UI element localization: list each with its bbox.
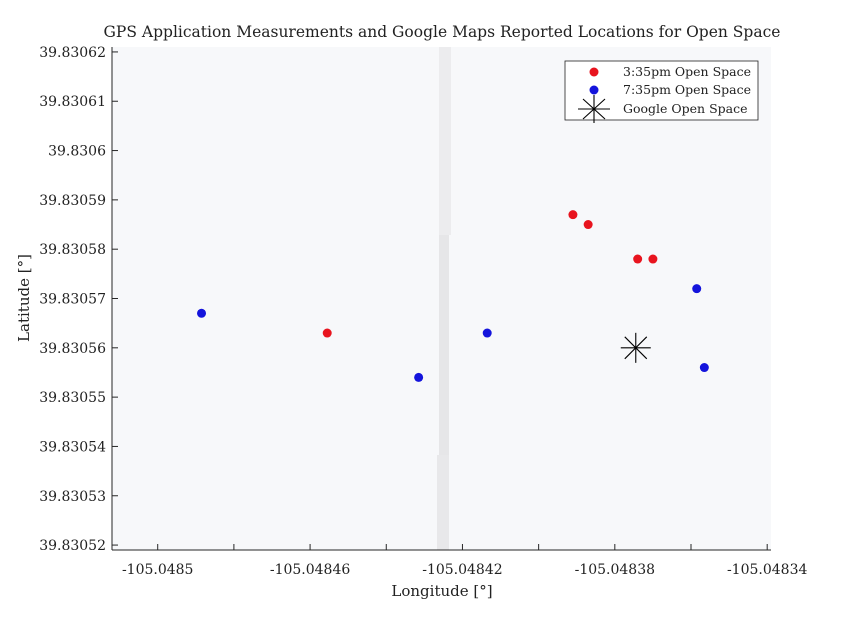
x-tick-label: -105.04846 <box>270 562 351 578</box>
measurement-735pm-point <box>197 308 207 318</box>
x-axis-ticks: -105.0485 -105.04846 -105.04842 -105.04838 -… <box>122 544 808 578</box>
data-points <box>197 210 709 382</box>
measurement-335pm-point <box>648 254 658 264</box>
chart-title: GPS Application Measurements and Google … <box>104 23 781 41</box>
y-axis-label: Latitude [°] <box>15 254 33 342</box>
y-tick-label: 39.83061 <box>39 94 106 110</box>
measurement-735pm-point <box>482 328 492 338</box>
measurement-735pm-point <box>414 372 424 382</box>
y-tick-label: 39.83059 <box>39 193 106 209</box>
x-tick-label: -105.04834 <box>727 562 808 578</box>
measurement-335pm-point <box>322 328 332 338</box>
measurement-335pm-point <box>568 210 578 220</box>
legend-marker-google <box>578 95 610 123</box>
y-tick-label: 39.83058 <box>39 242 106 258</box>
legend-marker-335pm <box>589 67 599 77</box>
y-tick-label: 39.83056 <box>39 341 106 357</box>
legend-label-google: Google Open Space <box>623 101 748 116</box>
legend-label-335pm: 3:35pm Open Space <box>623 64 751 79</box>
y-tick-label: 39.83052 <box>39 538 106 554</box>
y-tick-label: 39.83055 <box>39 390 106 406</box>
y-tick-label: 39.83062 <box>39 45 106 61</box>
y-tick-label: 39.83057 <box>39 292 106 308</box>
measurement-335pm-point <box>633 254 643 264</box>
google-location-marker <box>620 332 651 363</box>
y-tick-label: 39.83054 <box>39 439 106 455</box>
x-tick-label: -105.04838 <box>575 562 655 578</box>
x-axis-label: Longitude [°] <box>391 582 492 600</box>
measurement-735pm-point <box>699 363 709 373</box>
legend-label-735pm: 7:35pm Open Space <box>623 82 751 97</box>
map-road-middle <box>439 235 449 455</box>
measurement-335pm-point <box>583 220 593 230</box>
y-axis-ticks: 39.83052 39.83053 39.83054 39.83055 39.83056… <box>39 45 118 554</box>
measurement-735pm-point <box>692 284 702 294</box>
y-tick-label: 39.83053 <box>39 489 106 505</box>
x-tick-label: -105.0485 <box>122 562 194 578</box>
map-road-lower <box>437 455 449 550</box>
x-tick-label: -105.04842 <box>422 562 502 578</box>
map-road-upper <box>439 47 451 235</box>
legend: 3:35pm Open Space 7:35pm Open Space Goog… <box>564 60 759 123</box>
legend-marker-735pm <box>589 85 599 95</box>
y-tick-label: 39.8306 <box>48 144 106 160</box>
